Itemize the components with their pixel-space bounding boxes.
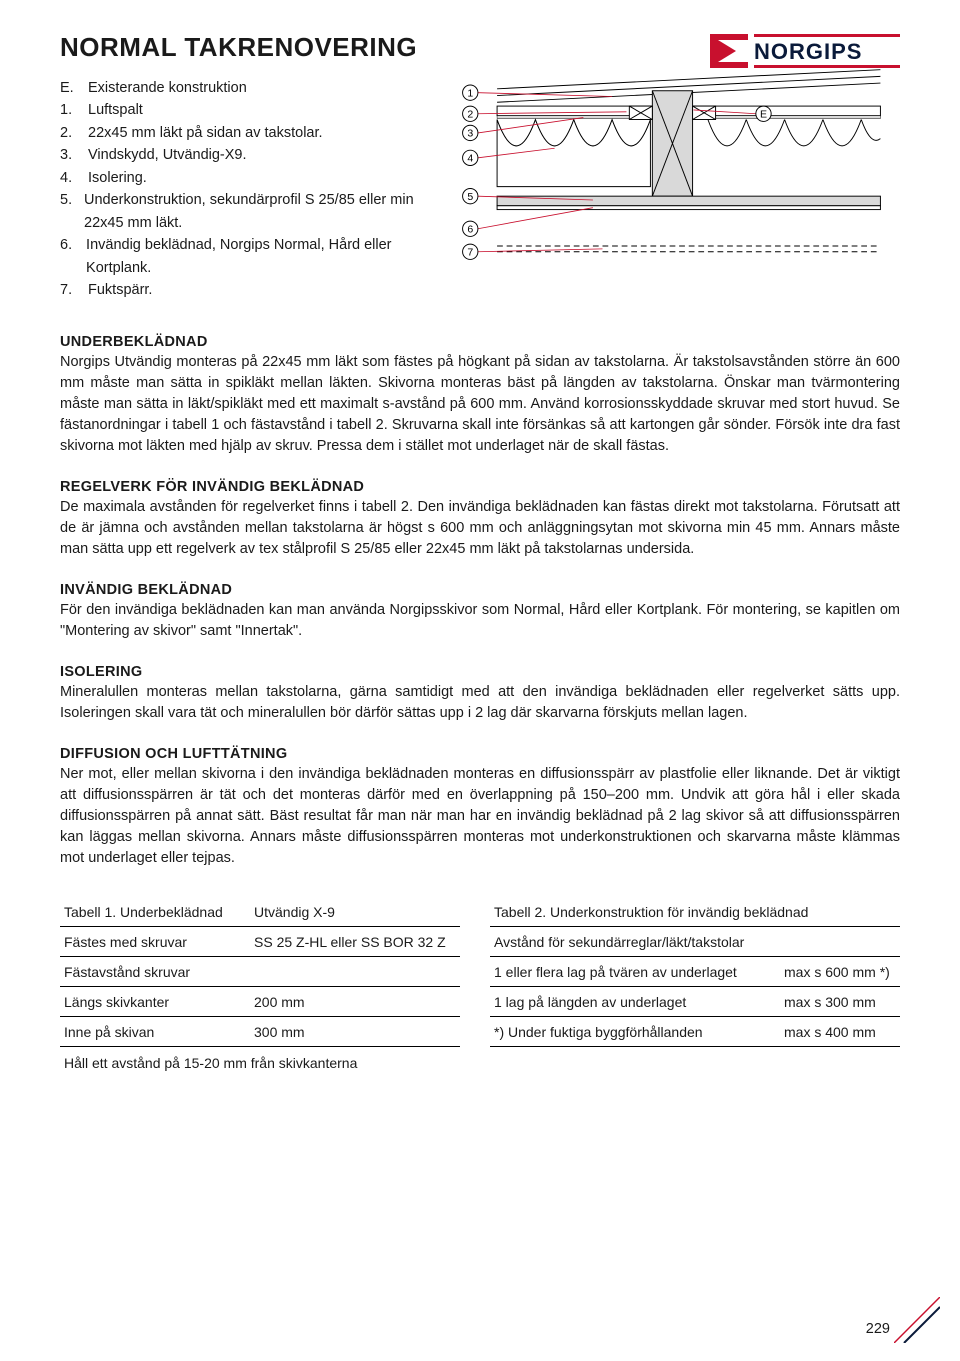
table2-cell: max s 300 mm	[780, 987, 900, 1017]
legend-text: Vindskydd, Utvändig-X9.	[88, 144, 247, 166]
table2-cell: max s 400 mm	[780, 1017, 900, 1047]
roof-diagram: 1 2 3 4 5 6 7 E	[420, 32, 900, 312]
callout-2: 2	[467, 109, 473, 121]
legend-text: Existerande konstruktion	[88, 77, 247, 99]
table1-cell: 200 mm	[250, 987, 460, 1017]
legend-num: 7.	[60, 279, 78, 301]
section-heading: REGELVERK FÖR INVÄNDIG BEKLÄDNAD	[60, 479, 900, 495]
legend-text: Invändig beklädnad, Norgips Normal, Hård…	[86, 234, 420, 279]
legend-num: 2.	[60, 122, 78, 144]
table1-cell: Inne på skivan	[60, 1017, 250, 1047]
legend-num: 3.	[60, 144, 78, 166]
table1-cell: Fästavstånd skruvar	[60, 957, 250, 987]
legend-text: Isolering.	[88, 167, 147, 189]
table2-cell: max s 600 mm *)	[780, 957, 900, 987]
legend-text: Fuktspärr.	[88, 279, 152, 301]
section-heading: INVÄNDIG BEKLÄDNAD	[60, 582, 900, 598]
callout-1: 1	[467, 88, 473, 100]
legend-text: Underkonstruktion, sekundärprofil S 25/8…	[84, 189, 420, 234]
section-body: De maximala avstånden för regelverket fi…	[60, 497, 900, 560]
table2-cell: 1 eller flera lag på tvären av underlage…	[490, 957, 780, 987]
table2-cell: *) Under fuktiga byggförhållanden	[490, 1017, 780, 1047]
legend-text: 22x45 mm läkt på sidan av takstolar.	[88, 122, 323, 144]
legend-num: 6.	[60, 234, 76, 279]
table2-caption: Tabell 2. Underkonstruktion för invändig…	[490, 897, 900, 927]
corner-mark-icon	[894, 1297, 940, 1343]
section-heading: DIFFUSION OCH LUFTTÄTNING	[60, 746, 900, 762]
legend-text: Luftspalt	[88, 99, 143, 121]
table2-cell: 1 lag på längden av underlaget	[490, 987, 780, 1017]
table1-note: Håll ett avstånd på 15-20 mm från skivka…	[60, 1055, 460, 1071]
page-title: NORMAL TAKRENOVERING	[60, 32, 420, 63]
page-number: 229	[866, 1321, 890, 1337]
legend-list: E. Existerande konstruktion 1. Luftspalt 2…	[60, 77, 420, 302]
table-2: Tabell 2. Underkonstruktion för invändig…	[490, 897, 900, 1047]
section-heading: UNDERBEKLÄDNAD	[60, 334, 900, 350]
legend-num: E.	[60, 77, 78, 99]
callout-e: E	[760, 109, 767, 121]
callout-5: 5	[467, 191, 473, 203]
section-body: Norgips Utvändig monteras på 22x45 mm lä…	[60, 352, 900, 457]
table1-caption-b: Utvändig X-9	[250, 897, 460, 927]
callout-3: 3	[467, 128, 473, 140]
section-heading: ISOLERING	[60, 664, 900, 680]
table-1: Tabell 1. UnderbeklädnadUtvändig X-9 Fäs…	[60, 897, 460, 1047]
callout-7: 7	[467, 247, 473, 259]
legend-num: 5.	[60, 189, 74, 234]
section-body: Mineralullen monteras mellan takstolarna…	[60, 682, 900, 724]
legend-num: 4.	[60, 167, 78, 189]
legend-num: 1.	[60, 99, 78, 121]
table2-subhead: Avstånd för sekundärreglar/läkt/takstola…	[490, 927, 900, 957]
table1-cell: Längs skivkanter	[60, 987, 250, 1017]
callout-4: 4	[467, 153, 473, 165]
callout-6: 6	[467, 224, 473, 236]
table1-cell	[250, 957, 460, 987]
section-body: Ner mot, eller mellan skivorna i den inv…	[60, 764, 900, 869]
table1-cell: SS 25 Z-HL eller SS BOR 32 Z	[250, 927, 460, 957]
section-body: För den invändiga beklädnaden kan man an…	[60, 600, 900, 642]
table1-caption-a: Tabell 1. Underbeklädnad	[60, 897, 250, 927]
table1-cell: Fästes med skruvar	[60, 927, 250, 957]
table1-cell: 300 mm	[250, 1017, 460, 1047]
